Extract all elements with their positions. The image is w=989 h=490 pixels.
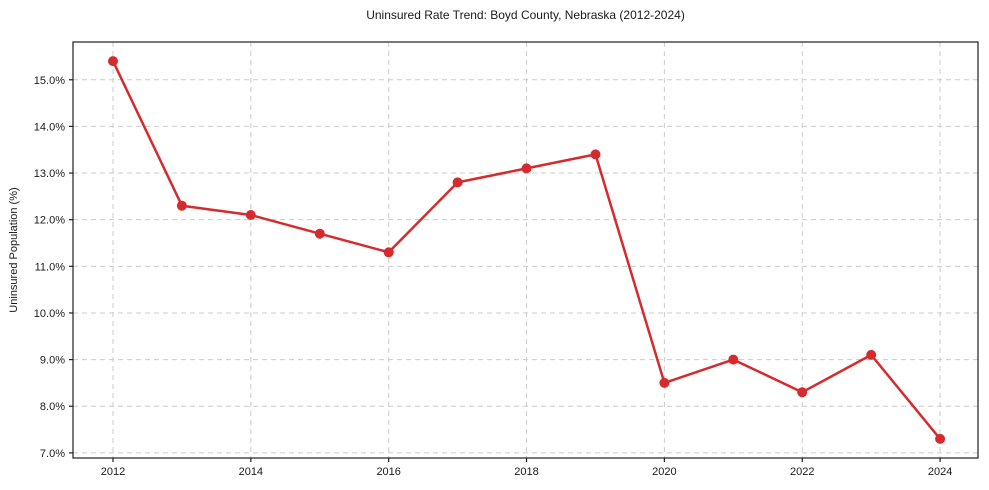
data-point-marker <box>590 149 601 160</box>
data-point-marker <box>521 163 532 174</box>
data-point-marker <box>245 210 256 220</box>
x-tick-label: 2016 <box>376 466 400 478</box>
y-tick-label: 7.0% <box>40 448 65 460</box>
data-point-marker <box>866 349 877 360</box>
y-axis-title: Uninsured Population (%) <box>8 187 20 313</box>
data-point-marker <box>452 177 463 188</box>
data-point-marker <box>176 200 187 211</box>
y-tick-label: 9.0% <box>40 355 65 367</box>
x-tick-label: 2022 <box>790 466 814 478</box>
y-tick-label: 12.0% <box>34 215 65 227</box>
y-tick-label: 8.0% <box>40 401 65 413</box>
data-point-marker <box>797 387 808 398</box>
chart-title: Uninsured Rate Trend: Boyd County, Nebra… <box>366 8 685 22</box>
data-point-marker <box>383 247 394 258</box>
x-tick-label: 2020 <box>652 466 676 478</box>
data-point-marker <box>314 228 325 239</box>
data-point-marker <box>108 56 118 67</box>
y-tick-label: 10.0% <box>34 308 65 320</box>
x-tick-label: 2024 <box>928 466 952 478</box>
y-tick-label: 15.0% <box>34 75 65 87</box>
x-tick-label: 2012 <box>101 466 125 478</box>
data-point-marker <box>728 354 739 365</box>
plot-border <box>72 41 979 459</box>
data-point-marker <box>935 433 946 444</box>
y-tick-label: 13.0% <box>34 168 65 180</box>
y-tick-label: 11.0% <box>35 261 66 273</box>
data-point-marker <box>659 377 670 388</box>
y-tick-label: 14.0% <box>34 121 65 133</box>
x-tick-label: 2018 <box>514 466 538 478</box>
x-tick-label: 2014 <box>239 466 263 478</box>
